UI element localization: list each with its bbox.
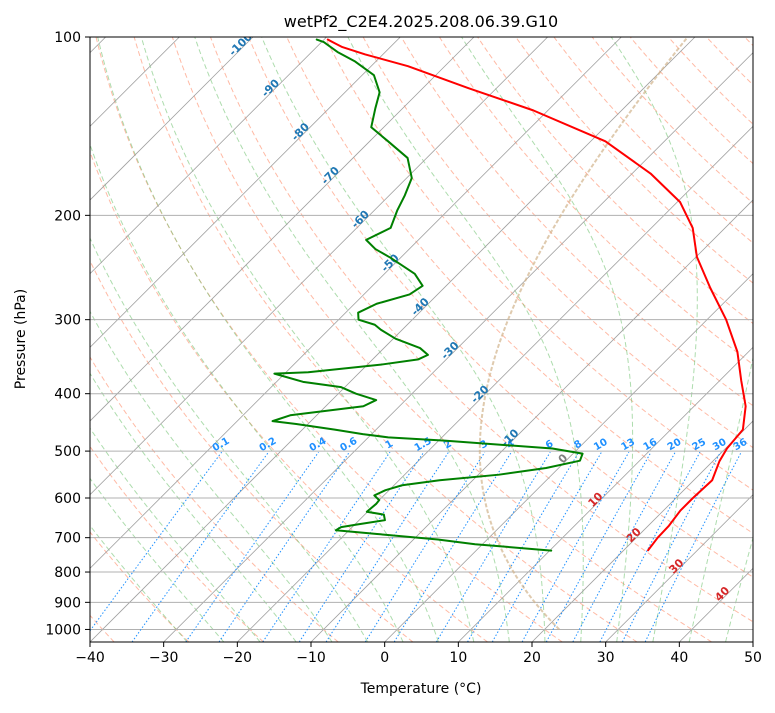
x-tick-label: −30 bbox=[149, 650, 179, 666]
y-tick-label: 400 bbox=[54, 387, 81, 403]
y-tick-label: 900 bbox=[54, 595, 81, 611]
y-tick-label: 100 bbox=[54, 30, 81, 46]
x-tick-label: −20 bbox=[223, 650, 253, 666]
y-tick-label: 800 bbox=[54, 565, 81, 581]
y-tick-label: 1000 bbox=[45, 622, 81, 638]
x-tick-label: 20 bbox=[523, 650, 541, 666]
x-tick-label: 0 bbox=[380, 650, 389, 666]
y-tick-label: 600 bbox=[54, 491, 81, 507]
x-tick-label: 40 bbox=[670, 650, 688, 666]
y-tick-label: 500 bbox=[54, 444, 81, 460]
x-tick-label: −40 bbox=[75, 650, 105, 666]
x-tick-label: 10 bbox=[449, 650, 467, 666]
chart-title: wetPf2_C2E4.2025.208.06.39.G10 bbox=[284, 12, 558, 32]
x-tick-label: 30 bbox=[597, 650, 615, 666]
y-axis-label: Pressure (hPa) bbox=[13, 289, 29, 389]
y-tick-label: 300 bbox=[54, 313, 81, 329]
x-tick-label: 50 bbox=[744, 650, 762, 666]
x-axis-label: Temperature (°C) bbox=[360, 681, 482, 697]
x-tick-label: −10 bbox=[296, 650, 326, 666]
y-tick-label: 200 bbox=[54, 208, 81, 224]
y-tick-label: 700 bbox=[54, 531, 81, 547]
